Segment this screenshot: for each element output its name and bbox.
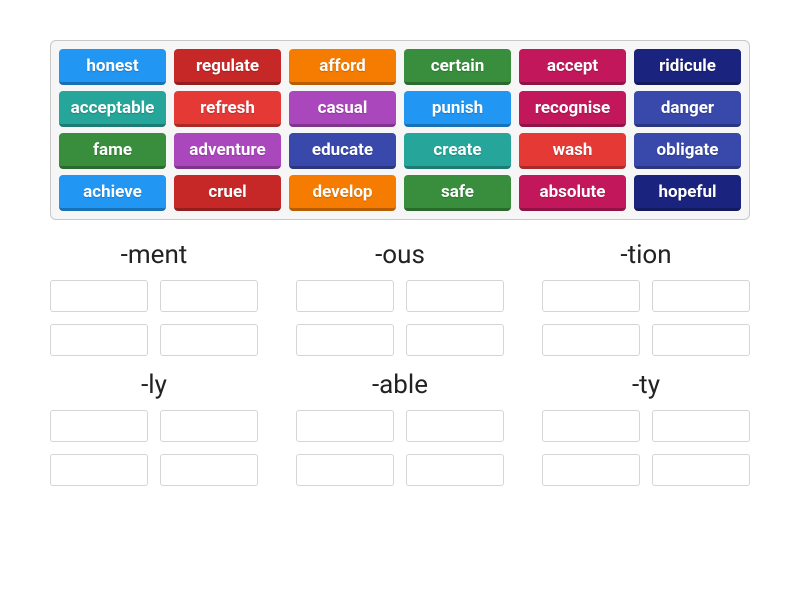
word-tile[interactable]: certain (404, 49, 511, 85)
category-title: -ment (121, 240, 188, 270)
category-title: -able (372, 370, 428, 400)
word-tile[interactable]: regulate (174, 49, 281, 85)
drop-slot[interactable] (296, 280, 394, 312)
word-tile[interactable]: develop (289, 175, 396, 211)
drop-slot[interactable] (296, 410, 394, 442)
word-tile[interactable]: refresh (174, 91, 281, 127)
word-tile[interactable]: ridicule (634, 49, 741, 85)
word-tile[interactable]: cruel (174, 175, 281, 211)
word-row: honestregulateaffordcertainacceptridicul… (59, 49, 741, 85)
word-tile[interactable]: punish (404, 91, 511, 127)
word-tile[interactable]: achieve (59, 175, 166, 211)
drop-slot[interactable] (160, 454, 258, 486)
word-tile[interactable]: safe (404, 175, 511, 211)
word-tile[interactable]: danger (634, 91, 741, 127)
drop-slot[interactable] (160, 410, 258, 442)
word-tile[interactable]: wash (519, 133, 626, 169)
word-tile[interactable]: obligate (634, 133, 741, 169)
word-bank: honestregulateaffordcertainacceptridicul… (50, 40, 750, 220)
word-tile[interactable]: adventure (174, 133, 281, 169)
drop-slot[interactable] (652, 410, 750, 442)
category-title: -tion (620, 240, 671, 270)
drop-slot[interactable] (406, 280, 504, 312)
word-tile[interactable]: fame (59, 133, 166, 169)
drop-slot[interactable] (50, 410, 148, 442)
drop-slot[interactable] (406, 410, 504, 442)
word-tile[interactable]: hopeful (634, 175, 741, 211)
drop-slot[interactable] (542, 454, 640, 486)
word-tile[interactable]: create (404, 133, 511, 169)
drop-slot[interactable] (296, 324, 394, 356)
word-tile[interactable]: absolute (519, 175, 626, 211)
drop-slot[interactable] (652, 454, 750, 486)
category: -ly (50, 370, 258, 486)
category: -ous (296, 240, 504, 356)
drop-slot[interactable] (406, 454, 504, 486)
drop-slot[interactable] (652, 280, 750, 312)
slot-grid (542, 280, 750, 356)
word-row: fameadventureeducatecreatewashobligate (59, 133, 741, 169)
word-tile[interactable]: educate (289, 133, 396, 169)
word-tile[interactable]: afford (289, 49, 396, 85)
drop-slot[interactable] (160, 324, 258, 356)
category-title: -ty (632, 370, 660, 400)
word-tile[interactable]: casual (289, 91, 396, 127)
categories-grid: -ment -ous -tion -ly -able -ty (50, 240, 750, 486)
slot-grid (50, 410, 258, 486)
word-row: achievecrueldevelopsafeabsolutehopeful (59, 175, 741, 211)
word-tile[interactable]: acceptable (59, 91, 166, 127)
drop-slot[interactable] (406, 324, 504, 356)
word-tile[interactable]: honest (59, 49, 166, 85)
slot-grid (296, 280, 504, 356)
drop-slot[interactable] (652, 324, 750, 356)
drop-slot[interactable] (50, 324, 148, 356)
word-row: acceptablerefreshcasualpunishrecogniseda… (59, 91, 741, 127)
slot-grid (296, 410, 504, 486)
drop-slot[interactable] (542, 324, 640, 356)
drop-slot[interactable] (542, 280, 640, 312)
category: -able (296, 370, 504, 486)
category-title: -ly (141, 370, 167, 400)
drop-slot[interactable] (296, 454, 394, 486)
word-tile[interactable]: accept (519, 49, 626, 85)
category: -ty (542, 370, 750, 486)
category-title: -ous (375, 240, 425, 270)
slot-grid (542, 410, 750, 486)
word-tile[interactable]: recognise (519, 91, 626, 127)
drop-slot[interactable] (50, 280, 148, 312)
drop-slot[interactable] (160, 280, 258, 312)
drop-slot[interactable] (542, 410, 640, 442)
slot-grid (50, 280, 258, 356)
category: -ment (50, 240, 258, 356)
drop-slot[interactable] (50, 454, 148, 486)
category: -tion (542, 240, 750, 356)
